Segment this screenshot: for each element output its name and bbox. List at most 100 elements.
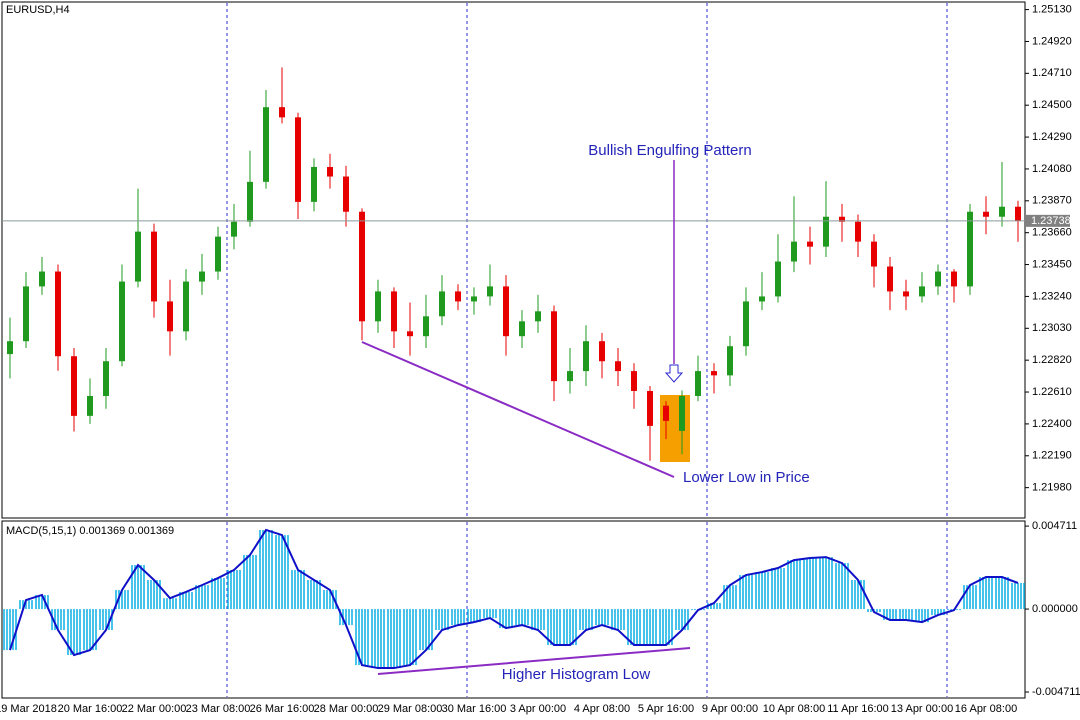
x-tick-label: 9 Apr 00:00 [702, 703, 758, 715]
candle-body [247, 181, 253, 222]
x-tick-label: 10 Apr 08:00 [763, 703, 825, 715]
candle-body [215, 236, 221, 272]
candle-body [839, 216, 845, 222]
x-tick-label: 4 Apr 08:00 [574, 703, 630, 715]
candle-body [935, 271, 941, 287]
y-tick-label: 1.24710 [1032, 67, 1072, 79]
y-tick-label: 1.22820 [1032, 354, 1072, 366]
candle-body [279, 107, 285, 118]
candle-body [55, 271, 61, 357]
candle-body [695, 371, 701, 396]
y-tick-label: 1.23240 [1032, 290, 1072, 302]
chart-title: EURUSD,H4 [6, 4, 70, 16]
chart-title: MACD(5,15,1) 0.001369 0.001369 [6, 525, 174, 537]
candle-body [231, 221, 237, 237]
candle-body [999, 206, 1005, 217]
candle-body [407, 331, 413, 337]
candle-body [711, 371, 717, 376]
candle-body [791, 241, 797, 262]
candle-body [919, 286, 925, 297]
candle-body [519, 321, 525, 337]
y-tick-label: 1.23450 [1032, 258, 1072, 270]
candle-body [135, 231, 141, 282]
candle-body [951, 271, 957, 287]
pattern-highlight [660, 395, 690, 462]
candle-body [167, 301, 173, 332]
x-tick-label: 19 Mar 2018 [0, 703, 57, 715]
y-tick-label: 1.25130 [1032, 3, 1072, 15]
candle-body [631, 371, 637, 391]
candle-body [615, 361, 621, 372]
candle-body [583, 341, 589, 372]
candle-body [871, 241, 877, 267]
candle-body [743, 301, 749, 347]
candle-body [39, 271, 45, 287]
candle-body [759, 296, 765, 302]
candle-body [823, 216, 829, 247]
x-tick-label: 20 Mar 16:00 [58, 703, 123, 715]
candle-body [423, 316, 429, 337]
x-tick-label: 3 Apr 00:00 [510, 703, 566, 715]
candle-body [103, 361, 109, 396]
x-tick-label: 5 Apr 16:00 [638, 703, 694, 715]
y-tick-label: 1.24080 [1032, 163, 1072, 175]
y-tick-label: 1.22190 [1032, 450, 1072, 462]
candle-body [887, 266, 893, 292]
candle-body [391, 291, 397, 332]
annotation: Higher Histogram Low [502, 666, 651, 683]
y-tick-label: 1.24500 [1032, 99, 1072, 111]
candle-body [455, 291, 461, 302]
trend-line [377, 647, 691, 675]
x-tick-label: 11 Apr 16:00 [827, 703, 889, 715]
candle-body [663, 405, 669, 421]
y-tick-label: 1.24920 [1032, 35, 1072, 47]
signal-line [9, 528, 1019, 670]
candle-body [535, 311, 541, 322]
candle-body [263, 107, 269, 182]
candle-body [471, 296, 477, 302]
candle-body [727, 346, 733, 376]
y-tick-label: 0.004711 [1032, 520, 1077, 532]
candle-body [295, 117, 301, 202]
candle-body [7, 341, 13, 355]
x-tick-label: 23 Mar 08:00 [186, 703, 251, 715]
y-tick-label: 1.21980 [1032, 482, 1072, 494]
y-tick-label: 0.000000 [1032, 603, 1078, 615]
candle-body [775, 261, 781, 297]
y-tick-label: 1.23030 [1032, 322, 1072, 334]
candle-body [567, 371, 573, 382]
candle-body [119, 281, 125, 362]
candle-body [599, 341, 605, 362]
x-tick-label: 28 Mar 00:00 [314, 703, 379, 715]
y-tick-label: 1.22610 [1032, 386, 1072, 398]
candle-body [327, 166, 333, 177]
candle-body [151, 231, 157, 302]
x-tick-label: 26 Mar 16:00 [250, 703, 315, 715]
candle-body [503, 286, 509, 337]
candle-body [439, 291, 445, 317]
candle-body [87, 395, 93, 416]
x-tick-label: 13 Apr 00:00 [891, 703, 953, 715]
candle-body [199, 271, 205, 282]
y-tick-label: 1.22400 [1032, 418, 1072, 430]
candle-body [359, 211, 365, 322]
candle-body [487, 286, 493, 297]
y-tick-label: 1.24290 [1032, 131, 1072, 143]
candle-body [23, 286, 29, 342]
candle-body [647, 390, 653, 426]
annotation: Lower Low in Price [683, 469, 810, 486]
down-arrow [664, 364, 684, 383]
candle-body [855, 221, 861, 242]
trend-line [361, 341, 675, 478]
candle-body [807, 241, 813, 247]
current-price-label: 1.23738 [1031, 215, 1071, 227]
x-tick-label: 16 Apr 08:00 [955, 703, 1017, 715]
current-price-box [1026, 214, 1070, 227]
candle-body [71, 356, 77, 416]
annotation: Bullish Engulfing Pattern [588, 142, 751, 159]
x-tick-label: 29 Mar 08:00 [378, 703, 443, 715]
price-panel [1, 1, 1026, 519]
y-tick-label: -0.004711 [1032, 686, 1080, 698]
x-tick-label: 30 Mar 16:00 [442, 703, 507, 715]
